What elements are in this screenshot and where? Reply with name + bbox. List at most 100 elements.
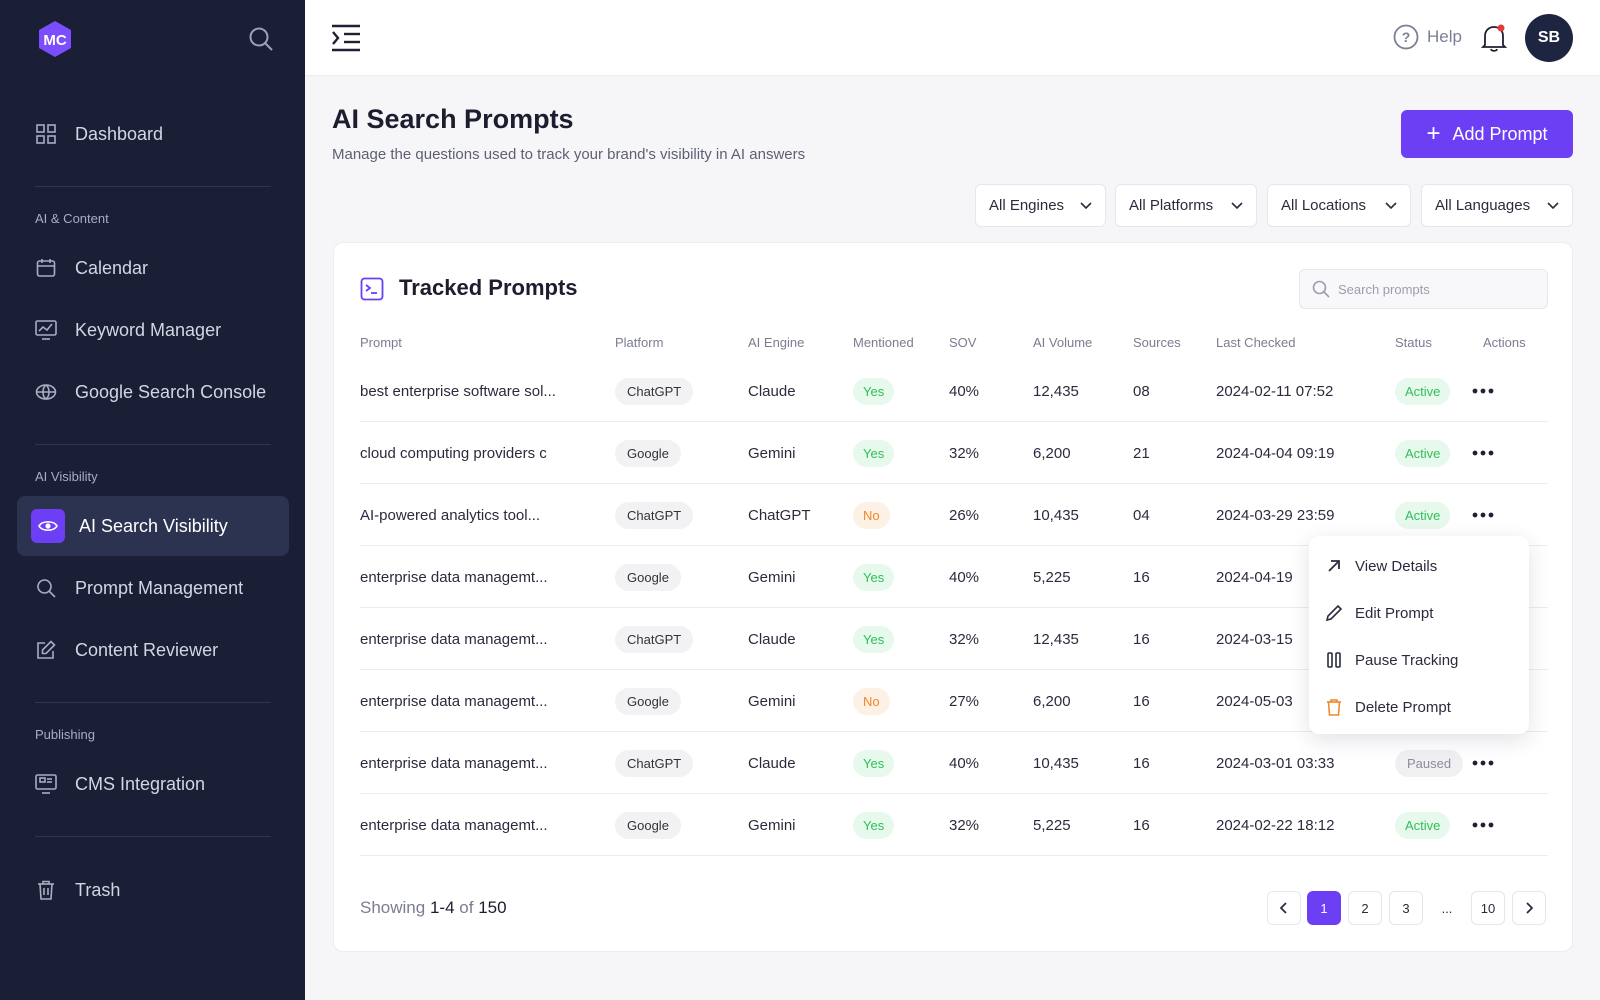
cell-prompt-value: best enterprise software sol... (360, 382, 556, 400)
sidebar-item-label: CMS Integration (75, 773, 206, 794)
page-button[interactable]: 10 (1471, 891, 1505, 925)
cell-prompt-value: enterprise data managemt... (360, 816, 548, 834)
cell-mentioned: Yes (853, 608, 895, 670)
cell-mentioned-value: Yes (853, 377, 895, 405)
cell-mentioned: Yes (853, 360, 895, 422)
sidebar-item-dashboard[interactable]: Dashboard (17, 104, 289, 164)
trash-icon (1327, 699, 1341, 716)
mc-logo-icon[interactable]: MC (36, 20, 74, 58)
sidebar: MC Dashboard AI & Content Calendar Keywo… (0, 0, 305, 1000)
cell-volume-value: 5,225 (1033, 816, 1071, 834)
cell-volume-value: 5,225 (1033, 568, 1071, 586)
col-last-checked: Last Checked (1216, 335, 1296, 350)
search-input[interactable] (1338, 281, 1538, 297)
cell-engine: Claude (748, 608, 796, 670)
sidebar-item-content-reviewer[interactable]: Content Reviewer (17, 620, 289, 680)
more-horizontal-icon (1472, 388, 1494, 394)
pause-icon (1327, 652, 1341, 668)
cell-platform-value: Google (615, 811, 681, 839)
row-actions-button[interactable] (1472, 360, 1494, 422)
cell-engine: Gemini (748, 422, 796, 484)
cell-platform: ChatGPT (615, 484, 694, 546)
cell-sov: 32% (949, 794, 979, 856)
sidebar-item-google-search-console[interactable]: Google Search Console (17, 362, 289, 422)
row-actions-button[interactable] (1472, 732, 1494, 794)
sidebar-item-label: Prompt Management (75, 577, 244, 598)
prev-page-button[interactable] (1267, 891, 1301, 925)
sidebar-item-label: Google Search Console (75, 381, 267, 402)
cell-volume-value: 10,435 (1033, 506, 1079, 524)
plus-icon: + (1426, 120, 1441, 147)
filter-engines[interactable]: All Engines (975, 184, 1106, 227)
cell-sov: 27% (949, 670, 979, 732)
section-label-publishing: Publishing (35, 727, 95, 742)
cell-mentioned: Yes (853, 732, 895, 794)
row-actions-button[interactable] (1472, 422, 1494, 484)
cell-platform: ChatGPT (615, 360, 694, 422)
cell-volume: 10,435 (1033, 484, 1079, 546)
sidebar-item-ai-search-visibility[interactable]: AI Search Visibility (17, 496, 289, 556)
table-row[interactable]: best enterprise software sol... ChatGPT Cl… (360, 360, 1548, 422)
cell-platform: Google (615, 794, 681, 856)
cell-sov-value: 32% (949, 444, 980, 462)
cell-status: Active (1395, 794, 1451, 856)
help-button[interactable]: ? Help (1393, 24, 1462, 50)
cell-status-value: Active (1395, 501, 1451, 529)
next-page-button[interactable] (1512, 891, 1546, 925)
svg-text:MC: MC (43, 32, 66, 49)
avatar[interactable]: SB (1525, 14, 1573, 62)
page-button[interactable]: 3 (1389, 891, 1423, 925)
bell-icon[interactable] (1480, 23, 1508, 53)
cell-last-checked: 2024-05-03 (1216, 670, 1293, 732)
sidebar-item-cms-integration[interactable]: CMS Integration (17, 754, 289, 814)
cell-sources-value: 16 (1133, 630, 1150, 648)
cell-sources-value: 08 (1133, 382, 1150, 400)
sidebar-item-label: AI Search Visibility (79, 515, 228, 536)
cell-platform-value: Google (615, 439, 681, 467)
table-row[interactable]: enterprise data managemt... ChatGPT Claude… (360, 732, 1548, 794)
cell-sov: 26% (949, 484, 979, 546)
page-subtitle: Manage the questions used to track your … (332, 146, 806, 163)
table-row[interactable]: enterprise data managemt... ChatGPT Claude… (360, 608, 1548, 670)
cell-volume: 6,200 (1033, 422, 1071, 484)
cell-prompt: enterprise data managemt... (360, 670, 548, 732)
sidebar-item-label: Dashboard (75, 123, 164, 144)
add-prompt-button[interactable]: + Add Prompt (1401, 110, 1573, 158)
cell-volume: 5,225 (1033, 794, 1071, 856)
cell-volume-value: 10,435 (1033, 754, 1079, 772)
sidebar-item-prompt-management[interactable]: Prompt Management (17, 558, 289, 618)
filter-platforms[interactable]: All Platforms (1115, 184, 1257, 227)
menu-delete-prompt[interactable]: Delete Prompt (1325, 692, 1451, 722)
menu-toggle-icon[interactable] (331, 24, 361, 52)
sidebar-item-trash[interactable]: Trash (17, 860, 289, 920)
topbar: ? Help SB (305, 0, 1600, 76)
menu-view-details[interactable]: View Details (1325, 551, 1437, 581)
search-icon[interactable] (248, 26, 274, 52)
table-row[interactable]: enterprise data managemt... Google Gemini N… (360, 670, 1548, 732)
menu-item-label: Edit Prompt (1355, 604, 1434, 622)
cell-engine-value: Claude (748, 754, 796, 772)
filter-languages[interactable]: All Languages (1421, 184, 1573, 227)
cell-volume: 12,435 (1033, 608, 1079, 670)
table-row[interactable]: cloud computing providers c Google Gemini Y… (360, 422, 1548, 484)
more-horizontal-icon (1472, 822, 1494, 828)
search-prompts[interactable] (1299, 269, 1548, 309)
row-actions-button[interactable] (1472, 484, 1494, 546)
menu-edit-prompt[interactable]: Edit Prompt (1325, 598, 1433, 628)
page-button[interactable]: 2 (1348, 891, 1382, 925)
cell-mentioned-value: Yes (853, 563, 895, 591)
sidebar-item-keyword-manager[interactable]: Keyword Manager (17, 300, 289, 360)
sidebar-item-calendar[interactable]: Calendar (17, 238, 289, 298)
filter-locations[interactable]: All Locations (1267, 184, 1411, 227)
cell-last-checked-value: 2024-02-11 07:52 (1216, 382, 1334, 400)
page-button[interactable]: 1 (1307, 891, 1341, 925)
table-row[interactable]: enterprise data managemt... Google Gemini Y… (360, 546, 1548, 608)
cell-sources: 16 (1133, 670, 1150, 732)
table-row[interactable]: enterprise data managemt... Google Gemini Y… (360, 794, 1548, 856)
table-row[interactable]: AI-powered analytics tool... ChatGPT ChatG… (360, 484, 1548, 546)
row-actions-button[interactable] (1472, 794, 1494, 856)
menu-pause-tracking[interactable]: Pause Tracking (1325, 645, 1458, 675)
cell-volume-value: 12,435 (1033, 382, 1079, 400)
divider (35, 444, 271, 445)
menu-item-label: View Details (1355, 557, 1438, 575)
